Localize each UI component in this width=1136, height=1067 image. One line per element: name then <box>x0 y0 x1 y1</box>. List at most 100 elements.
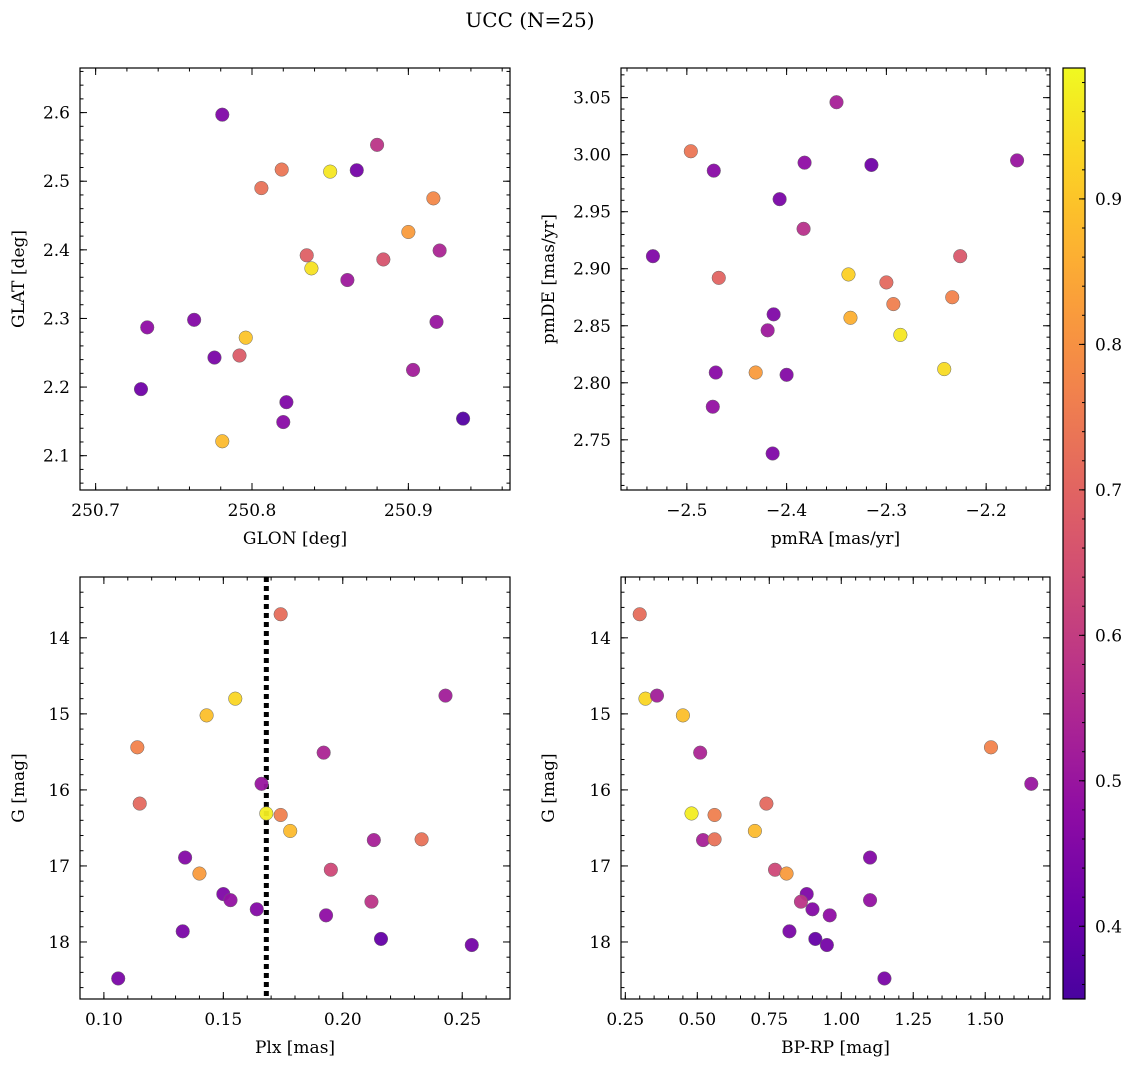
y-tick-label: 14 <box>48 629 70 649</box>
axes-frame <box>620 576 1051 1000</box>
scatter-point <box>707 807 722 823</box>
colorbar-tick-label: 0.6 <box>1095 626 1122 646</box>
scatter-point <box>238 330 253 345</box>
colorbar-frame <box>1062 67 1086 1000</box>
figure-title: UCC (N=25) <box>465 8 594 32</box>
scatter-point <box>273 807 288 823</box>
scatter-point <box>748 365 763 380</box>
y-tick-label: 18 <box>589 933 611 953</box>
y-tick-label: 2.6 <box>43 104 70 124</box>
scatter-point <box>805 902 820 917</box>
y-tick-label: 17 <box>48 857 70 877</box>
y-tick-label: 2.75 <box>573 431 611 451</box>
scatter-point <box>707 832 722 847</box>
scatter-point <box>192 866 207 881</box>
scatter-point <box>373 931 389 946</box>
scatter-point <box>299 248 314 263</box>
scatter-point <box>279 395 294 410</box>
y-axis-label: G [mag] <box>539 753 559 822</box>
scatter-point <box>759 796 774 811</box>
scatter-point <box>829 95 844 110</box>
x-tick-label: 1.50 <box>966 1010 1004 1030</box>
panels: 250.7 250.8 250.9 2.1 2.2 2.3 2.4 2.5 2.6 GLON [d… <box>9 67 1051 1058</box>
scatter-point <box>983 740 999 755</box>
scatter-point <box>765 446 780 461</box>
scatter-point <box>822 908 837 923</box>
scatter-point <box>863 893 878 908</box>
x-tick-label: 0.25 <box>606 1010 644 1030</box>
y-axis-label: pmDE [mas/yr] <box>539 214 559 344</box>
y-tick-label: 14 <box>589 629 611 649</box>
scatter-point <box>304 261 319 276</box>
colorbar-tick-label: 0.8 <box>1095 335 1122 355</box>
x-tick-label: 0.10 <box>85 1010 123 1030</box>
scatter-point <box>414 832 429 847</box>
scatter-point <box>683 144 698 159</box>
x-tick-label: 1.00 <box>822 1010 860 1030</box>
scatter-point <box>130 740 145 755</box>
scatter-point <box>140 320 155 335</box>
scatter-point <box>893 327 908 342</box>
y-axis-label: G [mag] <box>9 753 29 822</box>
scatter-point <box>760 323 775 338</box>
scatter-point <box>401 224 416 240</box>
scatter-point <box>132 796 147 811</box>
scatter-point <box>223 893 238 908</box>
scatter-point <box>429 314 444 329</box>
x-tick-label: 250.8 <box>228 501 277 521</box>
y-tick-label: 15 <box>589 705 611 725</box>
y-tick-label: 3.05 <box>573 89 611 109</box>
scatter-point <box>675 708 690 723</box>
axes-frame <box>79 576 511 1000</box>
y-tick-label: 2.3 <box>43 309 70 329</box>
x-axis-label: BP-RP [mag] <box>781 1038 890 1058</box>
y-tick-label: 2.85 <box>573 317 611 337</box>
colorbar-tick-label: 0.9 <box>1095 190 1122 210</box>
scatter-point <box>426 191 441 206</box>
scatter-point <box>779 367 794 382</box>
scatter-point <box>370 137 385 152</box>
scatter-point <box>111 971 126 986</box>
scatter-point <box>779 866 794 881</box>
scatter-panel-3: 0.10 0.15 0.20 0.25 14 15 16 17 18 Plx [mas] G [ma… <box>9 576 511 1058</box>
scatter-panel-2: −2.5 −2.4 −2.3 −2.2 2.75 2.80 2.85 2.90 2.95 3.00… <box>539 67 1051 549</box>
scatter-point <box>797 155 812 170</box>
x-tick-label: −2.5 <box>666 501 707 521</box>
scatter-point <box>945 290 960 305</box>
scatter-point <box>632 607 647 622</box>
x-tick-label: 0.75 <box>750 1010 788 1030</box>
scatter-point <box>877 971 892 986</box>
x-tick-label: 0.20 <box>324 1010 362 1030</box>
scatter-point <box>316 745 331 760</box>
scatter-point <box>864 157 879 172</box>
scatter-point <box>259 806 274 821</box>
scatter-point <box>793 894 808 909</box>
scatter-point <box>464 937 479 953</box>
colorbar-tick-label: 0.5 <box>1095 772 1122 792</box>
scatter-point <box>319 908 334 923</box>
scatter-point <box>843 310 858 325</box>
scatter-point <box>684 806 699 821</box>
scatter-points <box>133 107 471 449</box>
scatter-point <box>175 924 190 939</box>
y-tick-label: 2.90 <box>573 260 611 280</box>
y-tick-label: 2.2 <box>43 378 70 398</box>
x-tick-label: 0.50 <box>678 1010 716 1030</box>
x-tick-label: 250.9 <box>384 501 433 521</box>
x-tick-label: 1.25 <box>894 1010 932 1030</box>
y-tick-label: 15 <box>48 705 70 725</box>
scatter-point <box>796 221 811 236</box>
scatter-panel-1: 250.7 250.8 250.9 2.1 2.2 2.3 2.4 2.5 2.6 GLON [d… <box>9 67 511 549</box>
scatter-point <box>456 411 471 426</box>
x-tick-label: −2.2 <box>966 501 1007 521</box>
scatter-point <box>649 688 665 703</box>
scatter-point <box>274 162 289 177</box>
scatter-point <box>645 249 660 264</box>
scatter-point <box>1010 153 1025 168</box>
scatter-point <box>323 862 338 877</box>
scatter-point <box>133 382 149 397</box>
x-tick-label: −2.4 <box>766 501 807 521</box>
colorbar-tick-label: 0.7 <box>1095 481 1122 501</box>
x-tick-label: −2.3 <box>866 501 907 521</box>
